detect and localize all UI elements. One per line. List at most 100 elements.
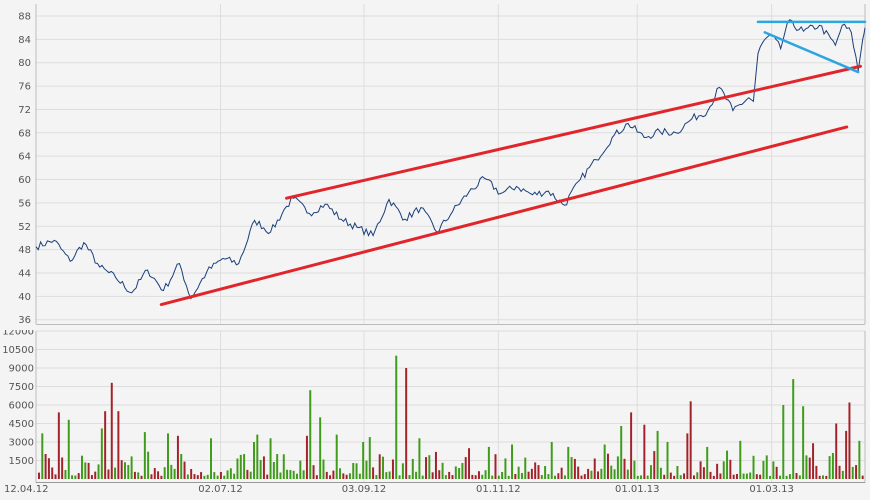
volume-bar <box>54 474 57 479</box>
volume-bar <box>735 474 738 479</box>
volume-bar <box>388 471 391 479</box>
volume-bar <box>739 440 742 479</box>
volume-bar <box>74 475 77 479</box>
volume-bar <box>491 475 494 479</box>
volume-bar <box>299 460 302 479</box>
volume-bar <box>408 475 411 479</box>
volume-bar <box>391 459 394 479</box>
volume-bar <box>200 472 203 479</box>
volume-bar <box>785 475 788 479</box>
volume-bar <box>851 466 854 479</box>
volume-bar <box>676 466 679 479</box>
volume-bar <box>524 457 527 479</box>
volume-bar <box>375 475 378 479</box>
price-y-tick-label: 44 <box>18 268 31 279</box>
volume-bar <box>597 471 600 479</box>
volume-bar <box>646 475 649 479</box>
volume-bar <box>709 471 712 479</box>
volume-bar <box>292 470 295 479</box>
volume-bar <box>640 475 643 479</box>
volume-bar <box>114 467 117 479</box>
volume-bar <box>262 456 265 479</box>
volume-bar <box>643 424 646 479</box>
x-tick-label: 03.09.12 <box>342 484 387 495</box>
volume-bar <box>411 458 414 479</box>
volume-bar <box>167 433 169 479</box>
volume-bar <box>322 459 325 479</box>
volume-bar <box>325 471 328 479</box>
volume-bar <box>507 475 510 479</box>
volume-bar <box>630 412 633 479</box>
volume-bar <box>120 460 123 479</box>
volume-bar <box>71 475 74 479</box>
volume-bar <box>47 458 50 479</box>
volume-bar <box>358 473 361 479</box>
volume-bar <box>749 472 752 479</box>
volume-bar <box>345 474 348 479</box>
x-tick-label: 01.11.12 <box>476 484 521 495</box>
price-y-tick-label: 52 <box>18 222 31 233</box>
volume-bar <box>61 457 64 479</box>
price-y-tick-label: 56 <box>18 198 31 209</box>
volume-bar <box>64 470 67 479</box>
volume-bar <box>815 465 818 479</box>
volume-y-tick-label: 9000 <box>9 364 34 375</box>
volume-bar <box>431 472 434 479</box>
volume-bar <box>176 435 179 479</box>
volume-bar <box>90 475 93 479</box>
volume-bar <box>580 475 583 479</box>
volume-bar <box>84 462 87 479</box>
volume-bar <box>282 454 285 479</box>
volume-bar <box>600 468 603 479</box>
volume-bar <box>606 453 609 479</box>
x-tick-label: 12.04.12 <box>4 484 49 495</box>
volume-bar <box>554 475 557 479</box>
volume-bar <box>808 457 811 479</box>
volume-bar <box>309 390 312 479</box>
volume-bar <box>160 475 163 479</box>
volume-bar <box>788 474 791 479</box>
volume-bar <box>792 379 795 479</box>
volume-bar <box>41 433 44 479</box>
volume-bar <box>686 433 689 479</box>
volume-bar <box>382 456 385 479</box>
volume-bar <box>372 467 375 479</box>
volume-bar <box>484 470 487 479</box>
volume-bar <box>368 437 371 479</box>
volume-bar <box>838 465 841 479</box>
volume-bar <box>163 467 166 479</box>
volume-bar <box>130 456 133 479</box>
volume-bar <box>769 475 772 479</box>
volume-bar <box>587 468 590 479</box>
volume-bar <box>620 426 623 479</box>
volume-bar <box>669 472 672 479</box>
trend-line-lower-channel <box>159 125 849 307</box>
volume-bar <box>544 466 547 479</box>
volume-bar <box>530 468 533 479</box>
volume-bar <box>385 472 388 479</box>
volume-bar <box>253 442 255 479</box>
volume-bar <box>302 470 305 479</box>
volume-bar <box>752 455 755 479</box>
volume-bar <box>696 472 699 479</box>
volume-bar <box>534 462 537 479</box>
volume-bar <box>332 470 335 479</box>
volume-bar <box>233 473 236 479</box>
volume-bar <box>143 432 146 479</box>
x-tick-label: 01.01.13 <box>615 484 660 495</box>
volume-bar <box>517 466 520 479</box>
volume-bar <box>712 475 715 479</box>
volume-bar <box>778 475 781 479</box>
price-y-tick-label: 80 <box>18 58 31 69</box>
volume-bar <box>825 475 828 479</box>
volume-bar <box>835 423 838 479</box>
volume-bar <box>841 470 844 479</box>
volume-bar <box>219 472 222 479</box>
volume-bar <box>124 462 126 479</box>
volume-y-tick-label: 7500 <box>9 382 34 393</box>
volume-bar <box>858 440 861 479</box>
volume-bar <box>550 442 553 479</box>
volume-bar <box>494 454 497 479</box>
volume-bar <box>636 475 639 479</box>
